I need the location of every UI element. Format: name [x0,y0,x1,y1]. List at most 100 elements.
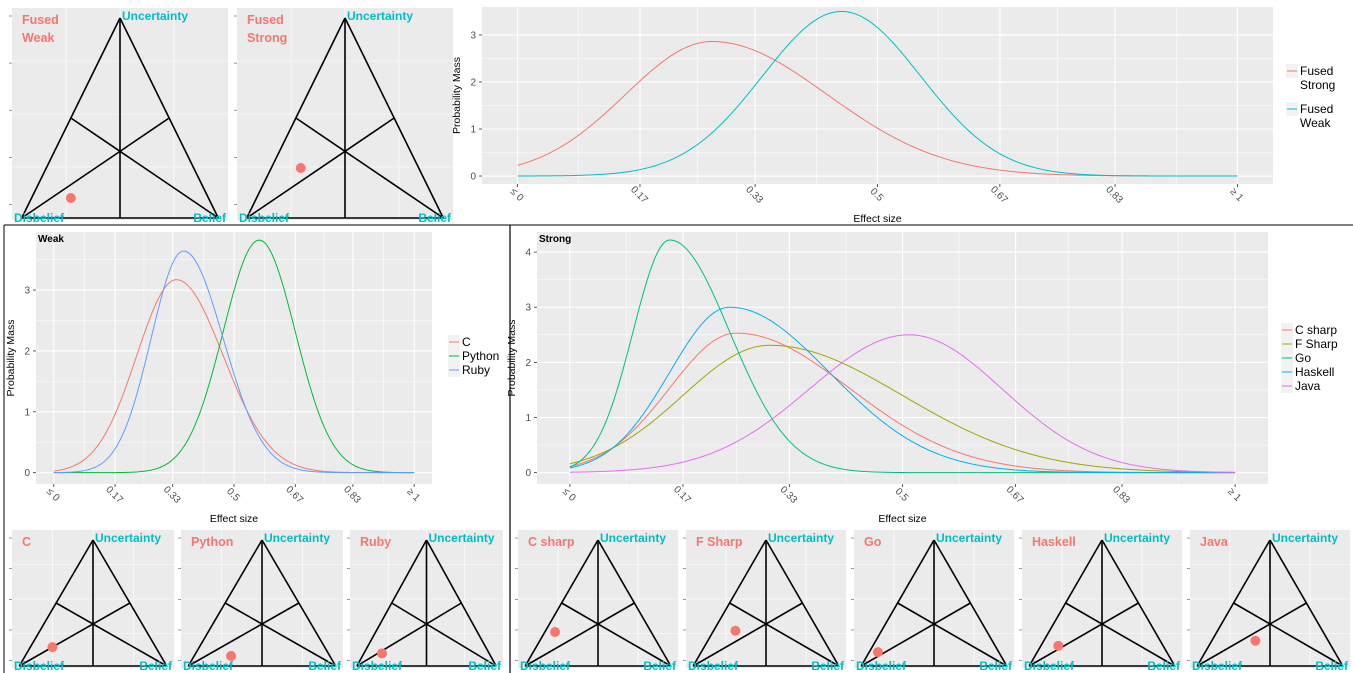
uncertainty-label: Uncertainty [1104,531,1170,545]
y-tick-label: 3 [24,286,30,297]
series-line-2 [53,250,415,474]
chart-1: 0 1 2 3 ≤ 0 0.17 0.33 0.5 0.67 0.83 ≥ 1 Effect size… [5,232,499,525]
disbelief-label: Disbelief [183,659,234,673]
legend-label: Python [462,349,499,363]
x-tick-label: 0.83 [341,484,363,506]
triangle-median [391,602,497,667]
series-line-1 [53,239,415,474]
series-line-3 [569,306,1236,474]
y-axis-title: Probability Mass [506,319,518,396]
triangle-edge [92,539,168,667]
belief-label: Belief [1315,659,1349,673]
triangle-median [18,602,131,667]
x-axis-title: Effect size [210,513,258,525]
opinion-triangle-weak-2: Uncertainty Disbelief Belief Ruby [347,530,503,673]
x-axis-title: Effect size [878,513,926,525]
x-tick-label: 0.83 [1110,484,1132,506]
y-tick-label: 3 [525,303,531,314]
legend-label: C [462,335,471,349]
opinion-label: C [22,535,31,549]
x-tick-label: ≤ 0 [560,486,578,504]
y-tick-label: 0 [470,172,476,183]
triangle-median [561,602,672,667]
triangle-median [295,117,444,219]
x-tick-label: 0.83 [1103,184,1125,206]
disbelief-label: Disbelief [856,659,907,673]
y-tick-label: 3 [470,30,476,41]
triangle-median [1028,602,1139,667]
series-line-4 [569,334,1236,473]
opinion-label: Go [864,535,882,549]
belief-label: Belief [139,659,173,673]
opinion-point [1053,640,1064,651]
opinion-triangle-strong-1: Uncertainty Disbelief Belief F Sharp [683,530,846,673]
opinion-triangle-strong-4: Uncertainty Disbelief Belief Java [1187,530,1350,673]
x-tick-label: 0.67 [988,184,1010,206]
uncertainty-label: Uncertainty [264,531,330,545]
opinion-label: Fused Weak [22,13,59,45]
triangle-median [224,602,337,667]
text-line: Fused [22,13,59,27]
x-tick-label: 0.33 [161,484,183,506]
opinion-point [550,626,561,637]
x-axis-title: Effect size [853,213,901,225]
x-tick-label: 0.5 [224,486,242,504]
y-tick-label: 1 [24,407,30,418]
opinion-point [226,650,237,661]
belief-label: Belief [643,659,677,673]
opinion-triangle-strong-0: Uncertainty Disbelief Belief C sharp [515,530,678,673]
x-tick-label: 0.17 [103,484,125,506]
triangle-median [1196,602,1307,667]
x-tick-label: ≥ 1 [1228,186,1246,204]
legend-label: Go [1295,351,1311,365]
opinion-point [1250,635,1261,646]
x-tick-label: 0.33 [743,184,765,206]
legend-label: F Sharp [1295,337,1338,351]
legend-label: Ruby [462,363,490,377]
opinion-point [376,648,387,659]
disbelief-label: Disbelief [520,659,571,673]
belief-label: Belief [979,659,1013,673]
y-tick-label: 2 [525,358,531,369]
text-line: Strong [1300,78,1335,92]
y-tick-label: 2 [24,346,30,357]
uncertainty-label: Uncertainty [936,531,1002,545]
x-tick-label: ≤ 0 [44,486,62,504]
opinion-label: F Sharp [696,535,743,549]
triangle-edge [187,539,263,667]
y-tick-label: 1 [470,125,476,136]
opinion-label: Java [1200,535,1229,549]
triangle-median [187,602,300,667]
opinion-label: Fused Strong [247,13,287,45]
x-tick-label: ≥ 1 [404,486,422,504]
belief-label: Belief [418,211,452,225]
disbelief-label: Disbelief [688,659,739,673]
belief-label: Belief [193,211,227,225]
disbelief-label: Disbelief [239,211,290,225]
legend-label: Java [1295,379,1321,393]
legend-label: Fused Weak [1300,102,1333,130]
x-tick-label: 0.67 [1004,484,1026,506]
y-tick-label: 2 [470,77,476,88]
belief-label: Belief [811,659,845,673]
text-line: Strong [247,31,287,45]
opinion-triangle-top-0: Uncertainty Disbelief Belief Fused Weak [9,8,228,225]
disbelief-label: Disbelief [1024,659,1075,673]
text-line: Fused [1300,64,1333,78]
triangle-median [524,602,635,667]
y-tick-label: 4 [525,248,531,259]
opinion-point [295,163,306,173]
x-tick-label: ≥ 1 [1225,486,1243,504]
opinion-point [872,647,883,658]
belief-label: Belief [1147,659,1181,673]
legend-label: C sharp [1295,323,1337,337]
x-tick-label: 0.17 [628,184,650,206]
triangle-median [692,602,803,667]
opinion-point [730,625,741,636]
text-line: Weak [1300,116,1331,130]
text-line: Fused [1300,102,1333,116]
belief-label: Belief [468,659,502,673]
uncertainty-label: Uncertainty [429,531,495,545]
disbelief-label: Disbelief [14,211,65,225]
